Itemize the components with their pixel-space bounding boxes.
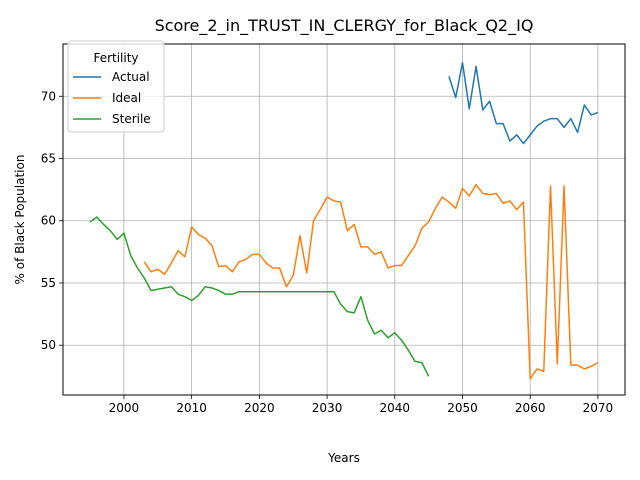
- x-tick-label: 2020: [244, 401, 275, 415]
- x-tick-label: 2050: [447, 401, 478, 415]
- legend-box: [67, 40, 165, 133]
- legend-label-actual: Actual: [112, 70, 150, 84]
- y-tick-label: 50: [41, 338, 56, 352]
- data-series: [89, 61, 599, 380]
- y-tick-label: 70: [41, 89, 56, 103]
- series-line-ideal: [143, 183, 599, 380]
- legend: Fertility Actual Ideal Sterile: [67, 40, 165, 133]
- x-tick-label: 2030: [312, 401, 343, 415]
- legend-label-ideal: Ideal: [112, 91, 141, 105]
- x-tick-label: 2060: [515, 401, 546, 415]
- x-tick-label: 2000: [109, 401, 140, 415]
- x-axis-ticks: 2000 2010 2020 2030 2040 2050 2060 2070: [109, 395, 614, 415]
- y-tick-label: 60: [41, 214, 56, 228]
- grid-lines: [63, 44, 625, 395]
- x-axis-label: Years: [327, 451, 360, 465]
- x-tick-label: 2040: [380, 401, 411, 415]
- series-line-sterile: [89, 216, 430, 377]
- chart-title: Score_2_in_TRUST_IN_CLERGY_for_Black_Q2_…: [155, 16, 534, 36]
- y-tick-label: 65: [41, 152, 56, 166]
- plot-frame: [62, 43, 626, 396]
- legend-label-sterile: Sterile: [112, 112, 151, 126]
- legend-items: Actual Ideal Sterile: [73, 70, 151, 126]
- y-tick-label: 55: [41, 276, 56, 290]
- x-tick-label: 2010: [176, 401, 207, 415]
- y-axis-label: % of Black Population: [13, 155, 27, 285]
- x-tick-label: 2070: [583, 401, 614, 415]
- y-axis-ticks: 50 55 60 65 70: [41, 89, 63, 352]
- series-line-actual: [448, 61, 599, 145]
- legend-title: Fertility: [93, 51, 138, 65]
